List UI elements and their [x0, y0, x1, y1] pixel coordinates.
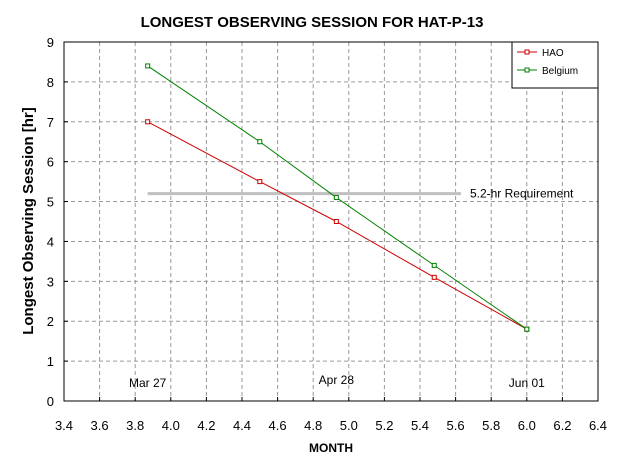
x-tick-label: 6.0 — [518, 418, 536, 433]
plot-border — [63, 41, 599, 402]
y-tick-label: 0 — [47, 394, 54, 409]
x-axis-label: MONTH — [309, 441, 353, 455]
y-tick-label: 4 — [47, 234, 54, 249]
x-tick-label: 3.4 — [55, 418, 73, 433]
legend-label: Belgium — [542, 66, 578, 77]
x-tick-label: 3.8 — [126, 418, 144, 433]
y-tick-label: 6 — [47, 155, 54, 170]
x-tick-label: 5.4 — [411, 418, 429, 433]
requirement-label: 5.2-hr Requirement — [470, 187, 574, 201]
y-tick-label: 3 — [47, 274, 54, 289]
data-point — [333, 219, 339, 224]
x-tick-label: 3.6 — [91, 418, 109, 433]
data-point — [431, 262, 437, 268]
x-tick-label: 5.2 — [375, 418, 393, 433]
y-axis-ticks: 0 1 2 3 4 5 6 7 8 9 — [47, 35, 68, 409]
data-point — [431, 274, 437, 280]
x-tick-label: 5.6 — [447, 418, 465, 433]
x-axis-ticks: 3.4 3.6 3.8 4.0 4.2 4.4 4.6 4.8 5.0 5.2 5.4 5.6 5.8 6… — [55, 397, 607, 433]
data-point — [333, 195, 339, 201]
date-annotation: Jun 01 — [509, 376, 545, 390]
y-tick-label: 1 — [47, 354, 54, 369]
y-tick-label: 5 — [47, 195, 54, 210]
series-belgium — [145, 63, 530, 332]
y-tick-label: 8 — [47, 75, 54, 90]
series-lines — [145, 63, 530, 332]
x-tick-label: 4.4 — [233, 418, 251, 433]
data-point — [145, 119, 151, 125]
x-tick-label: 5.0 — [340, 418, 358, 433]
x-tick-label: 6.2 — [553, 418, 571, 433]
y-axis-label: Longest Observing Session [hr] — [20, 107, 37, 335]
chart-title: LONGEST OBSERVING SESSION FOR HAT-P-13 — [141, 14, 484, 31]
y-tick-label: 2 — [47, 314, 54, 329]
date-annotations: Mar 27 Apr 28 Jun 01 — [129, 373, 545, 390]
data-point — [524, 326, 530, 332]
data-point — [257, 139, 263, 145]
legend: HAO Belgium — [511, 41, 599, 89]
x-tick-label: 4.0 — [162, 418, 180, 433]
x-tick-label: 4.6 — [269, 418, 287, 433]
x-tick-label: 4.8 — [304, 418, 322, 433]
grid-lines — [64, 42, 598, 401]
data-point — [257, 179, 263, 185]
legend-label: HAO — [542, 48, 564, 59]
legend-marker — [524, 49, 530, 55]
date-annotation: Apr 28 — [319, 373, 355, 387]
x-tick-label: 4.2 — [197, 418, 215, 433]
date-annotation: Mar 27 — [129, 376, 167, 390]
x-tick-label: 6.4 — [589, 418, 607, 433]
x-tick-label: 5.8 — [482, 418, 500, 433]
y-tick-label: 7 — [47, 115, 54, 130]
y-tick-label: 9 — [47, 35, 54, 50]
legend-marker — [524, 67, 530, 73]
plot-area — [64, 42, 598, 401]
data-point — [145, 63, 151, 69]
